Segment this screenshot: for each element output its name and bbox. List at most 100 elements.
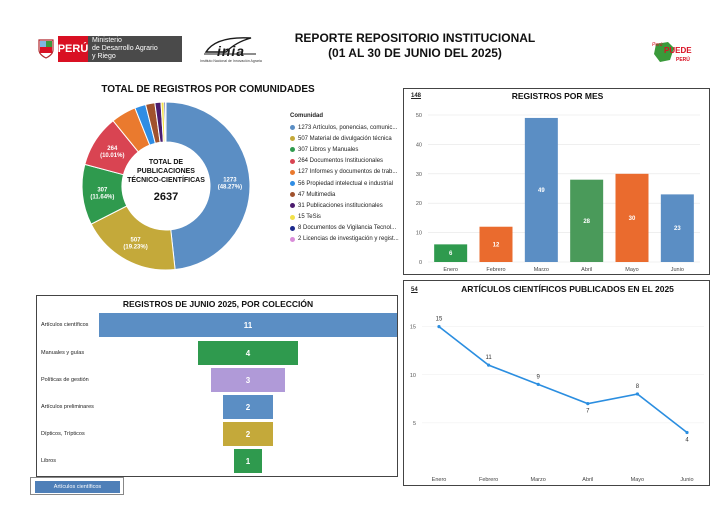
line-point[interactable] xyxy=(635,392,639,396)
brand-line-3: PERÚ xyxy=(676,56,690,63)
x-tick-label: Enero xyxy=(432,477,447,483)
ministry-line-3: y Riego xyxy=(92,53,116,60)
line-point[interactable] xyxy=(437,325,441,329)
monthly-total-count: 148 xyxy=(411,93,422,99)
brand-line-2: PUEDE xyxy=(664,46,692,55)
bar-febrero[interactable] xyxy=(479,226,513,262)
ministry-line-2: de Desarrollo Agrario xyxy=(92,45,158,52)
donut-chart: 1273(48.27%) 507(19.23%) 307(11.64%) 264(10… xyxy=(81,101,251,271)
bar-abril[interactable] xyxy=(570,179,604,262)
collection-bar[interactable]: 11 xyxy=(99,313,397,337)
x-tick-label: Abril xyxy=(581,267,592,273)
legend-dot-icon xyxy=(290,192,295,198)
collection-filter-button[interactable]: Artículos científicos xyxy=(35,481,120,493)
legend-item[interactable]: 264 Documentos Institucionales xyxy=(290,156,402,167)
x-tick-label: Febrero xyxy=(479,477,498,483)
donut-slice-pct-2: (11.64%) xyxy=(90,195,114,201)
articles-chart-title: ARTÍCULOS CIENTÍFICOS PUBLICADOS EN EL 2… xyxy=(461,284,674,294)
bar-enero[interactable] xyxy=(434,244,468,262)
legend-dot-icon xyxy=(290,136,295,142)
y-tick-label: 30 xyxy=(416,172,422,178)
legend-item[interactable]: 56 Propiedad intelectual e industrial xyxy=(290,178,402,189)
bar-value-label: 30 xyxy=(629,216,636,222)
donut-center-line-3: TÉCNICO-CIENTÍFICAS xyxy=(127,175,205,184)
legend-label: 56 Propiedad intelectual e industrial xyxy=(298,180,394,187)
legend-item[interactable]: 307 Libros y Manuales xyxy=(290,144,402,155)
peru-puede-logo: Perú PUEDE PERÚ xyxy=(648,38,700,66)
y-tick-label: 15 xyxy=(410,325,416,331)
collection-filter: Artículos científicos xyxy=(30,477,124,495)
articles-line-panel: 54 ARTÍCULOS CIENTÍFICOS PUBLICADOS EN E… xyxy=(403,280,710,486)
donut-center-line-2: PUBLICACIONES xyxy=(137,168,195,175)
line-point[interactable] xyxy=(685,430,689,435)
donut-chart-title: TOTAL DE REGISTROS POR COMUNIDADES xyxy=(101,84,315,95)
y-tick-label: 0 xyxy=(419,260,422,266)
line-point[interactable] xyxy=(487,363,491,367)
donut-slice-value-3: 264 xyxy=(107,146,118,152)
donut-slice-0[interactable] xyxy=(165,101,251,271)
peru-ministry-logo: PERÚ Ministerio de Desarrollo Agrario y … xyxy=(34,36,182,62)
bar-value-label: 49 xyxy=(538,188,545,194)
legend-item[interactable]: 127 Informes y documentos de trab... xyxy=(290,167,402,178)
collection-label: Libros xyxy=(41,458,56,464)
inia-logo: inia Instituto Nacional de Innovación Ag… xyxy=(196,34,266,66)
articles-total-count: 54 xyxy=(411,287,418,293)
collection-label: Políticas de gestión xyxy=(41,377,89,383)
legend-label: 507 Material de divulgación técnica xyxy=(298,135,392,142)
line-value-label: 4 xyxy=(685,438,689,444)
legend-item[interactable]: 2 Licencias de investigación y regist... xyxy=(290,234,402,245)
bar-value-label: 23 xyxy=(674,226,681,232)
inia-wordmark: inia xyxy=(216,43,246,59)
line-point[interactable] xyxy=(586,402,590,406)
legend-dot-icon xyxy=(290,236,295,242)
articles-series-line[interactable] xyxy=(438,325,688,434)
line-value-label: 15 xyxy=(436,317,443,323)
bar-marzo[interactable] xyxy=(524,117,558,262)
collection-panel: REGISTROS DE JUNIO 2025, POR COLECCIÓN A… xyxy=(36,295,398,477)
x-tick-label: Mayo xyxy=(625,267,638,273)
x-tick-label: Abril xyxy=(582,477,593,483)
collection-bar[interactable]: 1 xyxy=(234,449,262,473)
y-tick-label: 5 xyxy=(413,421,416,427)
coat-of-arms-icon xyxy=(34,36,58,62)
monthly-records-panel: 148 REGISTROS POR MES 0 10 20 30 40 50 6 Enero 1… xyxy=(403,88,710,275)
legend-dot-icon xyxy=(290,158,295,164)
y-tick-label: 40 xyxy=(416,142,422,148)
legend-item[interactable]: 8 Documentos de Vigilancia Tecnol... xyxy=(290,223,402,234)
bar-mayo[interactable] xyxy=(615,173,649,262)
collection-bar[interactable]: 2 xyxy=(223,395,273,419)
bar-value-label: 12 xyxy=(493,242,500,248)
donut-legend: Comunidad 1273 Artículos, ponencias, com… xyxy=(290,113,402,245)
line-point[interactable] xyxy=(536,382,540,386)
legend-title: Comunidad xyxy=(290,113,323,119)
legend-dot-icon xyxy=(290,203,295,209)
legend-dot-icon xyxy=(290,225,295,231)
line-value-label: 7 xyxy=(586,409,590,415)
legend-label: 264 Documentos Institucionales xyxy=(298,158,384,165)
legend-item[interactable]: 15 TeSis xyxy=(290,212,402,223)
y-tick-label: 10 xyxy=(416,231,422,237)
x-tick-label: Marzo xyxy=(534,267,549,273)
legend-label: 2 Licencias de investigación y regist... xyxy=(298,236,399,243)
bar-value-label: 6 xyxy=(449,251,453,257)
x-tick-label: Marzo xyxy=(531,477,546,483)
collection-label: Manuales y guías xyxy=(41,350,85,356)
collection-label: Artículos preliminares xyxy=(41,404,94,410)
donut-slice-pct-1: (19.23%) xyxy=(123,244,147,250)
legend-item[interactable]: 31 Publicaciones institucionales xyxy=(290,200,402,211)
collection-bar[interactable]: 4 xyxy=(198,341,298,365)
line-value-label: 8 xyxy=(636,384,640,390)
x-tick-label: Junio xyxy=(671,267,684,273)
legend-label: 8 Documentos de Vigilancia Tecnol... xyxy=(298,225,397,232)
line-value-label: 11 xyxy=(485,355,492,361)
brand-line-1: Perú xyxy=(652,42,663,48)
donut-center-total: 2637 xyxy=(154,191,178,203)
collection-bar[interactable]: 3 xyxy=(210,368,286,392)
donut-slice-value-1: 507 xyxy=(131,237,142,243)
bar-junio[interactable] xyxy=(660,194,694,262)
legend-item[interactable]: 1273 Artículos, ponencias, comunic... xyxy=(290,122,402,133)
legend-item[interactable]: 507 Material de divulgación técnica xyxy=(290,133,402,144)
collection-bar[interactable]: 2 xyxy=(223,422,273,446)
legend-dot-icon xyxy=(290,125,295,131)
legend-item[interactable]: 47 Multimedia xyxy=(290,189,402,200)
